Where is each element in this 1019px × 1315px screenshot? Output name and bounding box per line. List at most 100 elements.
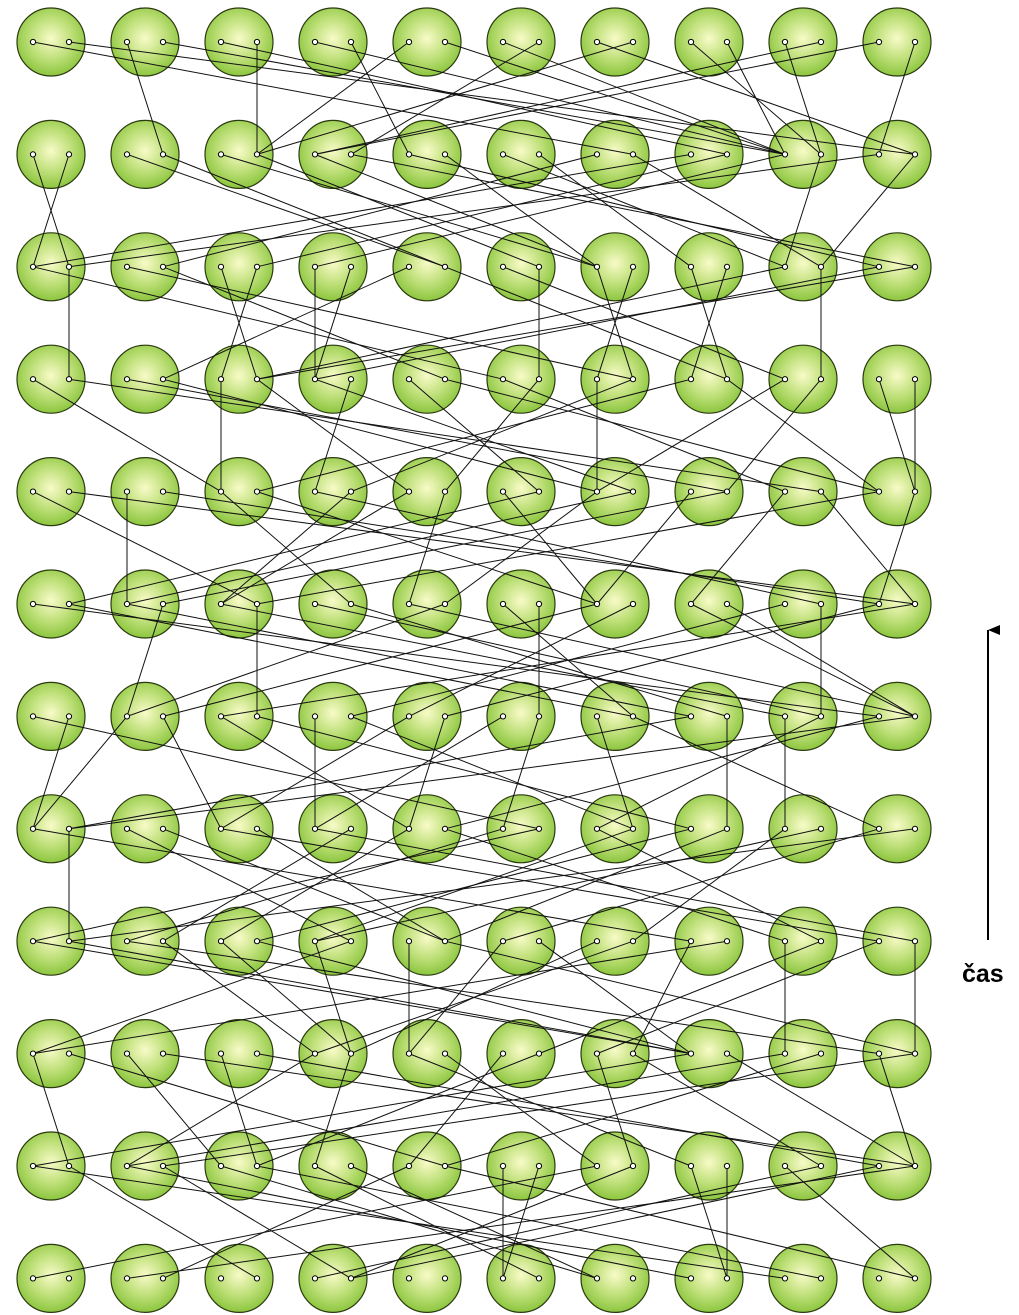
gene-point [311, 488, 319, 495]
lineage-line [596, 378, 786, 493]
gene-point [65, 600, 73, 608]
gene-point [629, 263, 637, 270]
gene-point [535, 1162, 543, 1170]
gene-point [123, 938, 131, 945]
gene-point [593, 38, 601, 46]
lineage-line [32, 1053, 692, 1167]
lineage-line [256, 41, 634, 155]
gene-point [629, 1275, 637, 1282]
individual-node [768, 1131, 838, 1201]
gene-point [217, 488, 225, 495]
gene-point [499, 38, 507, 46]
gene-point [29, 1275, 37, 1282]
individual-node [486, 906, 556, 976]
gene-point [65, 1162, 73, 1170]
lineage-line [820, 154, 916, 268]
lineage-line [314, 41, 786, 155]
individual-node [298, 1018, 368, 1089]
individual-node [486, 7, 556, 77]
lineage-line [256, 828, 446, 942]
lineage-line [32, 154, 70, 267]
lineage-line [314, 941, 352, 1054]
gene-point [217, 1275, 225, 1282]
gene-point [29, 713, 37, 720]
gene-point [253, 38, 261, 46]
individual-node [204, 906, 274, 976]
lineage-line [220, 1053, 258, 1167]
lineage-line [220, 153, 598, 268]
individual-node [16, 681, 86, 752]
gene-point [347, 38, 355, 46]
gene-point [687, 1162, 695, 1170]
lineage-line [32, 716, 70, 829]
lineage-line [220, 603, 916, 717]
lineage-line [408, 940, 504, 1054]
gene-point [629, 151, 637, 158]
lineage-line [68, 153, 880, 268]
lineage-line [632, 153, 822, 268]
gene-point [405, 1162, 413, 1170]
gene-point [217, 938, 225, 945]
gene-point [911, 713, 919, 720]
lineage-line [784, 154, 822, 267]
individual-node [392, 1243, 462, 1314]
gene-point [817, 825, 825, 832]
lineage-line [784, 1165, 916, 1279]
gene-point [217, 263, 225, 270]
individual-node [862, 119, 932, 189]
gene-point [217, 713, 225, 720]
gene-point [65, 938, 73, 945]
gene-point [65, 263, 73, 270]
gene-point [29, 263, 37, 270]
gene-point [441, 1275, 449, 1282]
lineage-line [502, 716, 540, 829]
gene-point [441, 1162, 449, 1170]
lineage-line [32, 828, 692, 942]
lineage-line [444, 1053, 598, 1167]
lineage-lines [32, 41, 916, 1279]
gene-point [405, 151, 413, 158]
lineage-line [408, 716, 446, 829]
gene-point [723, 151, 731, 158]
individual-node [392, 681, 462, 752]
individual-node [580, 1243, 650, 1314]
gene-point [875, 263, 883, 270]
lineage-line [314, 828, 822, 942]
lineage-line [126, 828, 352, 942]
individual-node [674, 457, 744, 527]
individual-node [392, 794, 462, 864]
gene-point [535, 376, 543, 383]
gene-point [723, 1162, 731, 1170]
lineage-line [314, 41, 880, 155]
individual-node [674, 344, 744, 414]
lineage-line [126, 1165, 916, 1279]
gene-point [65, 713, 73, 720]
gene-point [159, 600, 167, 608]
lineage-line [162, 153, 446, 268]
individual-node [580, 119, 650, 189]
individual-node [392, 1018, 462, 1089]
gene-point [347, 825, 355, 832]
gene-point [159, 938, 167, 945]
individual-node [110, 232, 180, 302]
gene-point [629, 713, 637, 720]
gene-point [687, 151, 695, 158]
gene-point [405, 938, 413, 945]
gene-point [347, 1275, 355, 1282]
individual-node [392, 344, 462, 414]
lineage-line [126, 828, 504, 942]
gene-point [405, 713, 413, 720]
individual-node [768, 457, 838, 527]
gene-point [499, 151, 507, 158]
gene-point [781, 1275, 789, 1282]
lineage-line [632, 1053, 822, 1167]
gene-point [29, 825, 37, 832]
lineage-line [256, 41, 410, 155]
lineage-line [126, 491, 634, 605]
gene-point [347, 151, 355, 158]
individual-node [16, 1131, 86, 1201]
gene-point [405, 600, 413, 608]
lineage-line [126, 603, 164, 717]
gene-point [535, 488, 543, 495]
lineage-line [162, 603, 598, 717]
